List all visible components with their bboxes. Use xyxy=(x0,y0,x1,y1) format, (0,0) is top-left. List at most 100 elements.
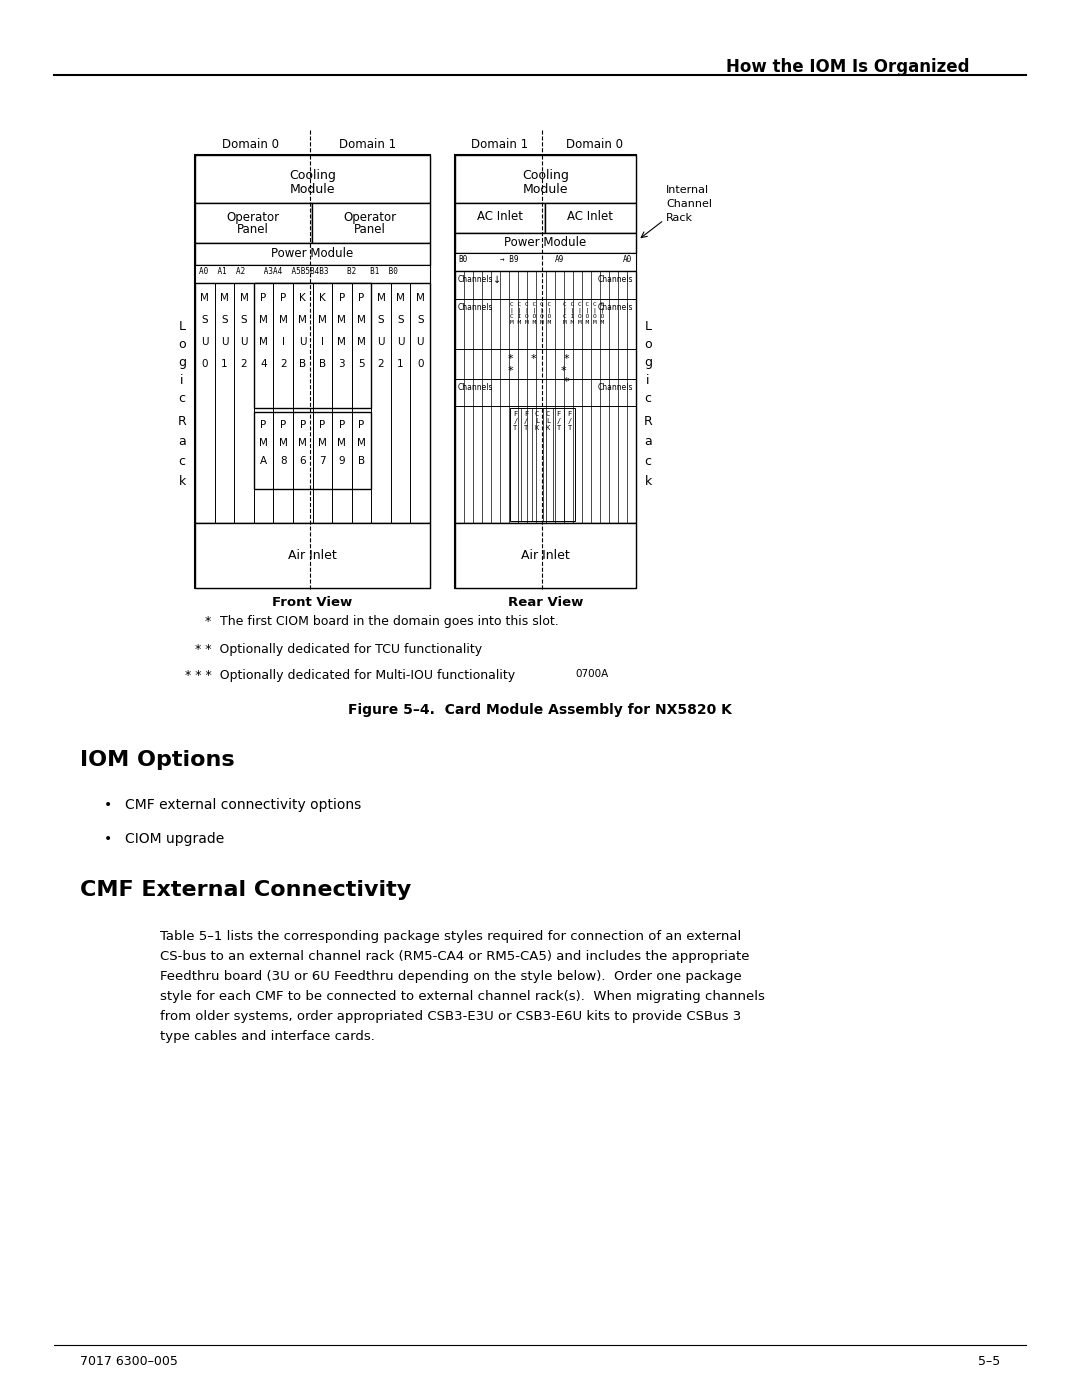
Text: Air Inlet: Air Inlet xyxy=(522,549,570,562)
Text: •: • xyxy=(104,833,112,847)
Text: C
L
K: C L K xyxy=(535,411,539,432)
Text: P: P xyxy=(359,420,365,430)
Text: M: M xyxy=(259,314,268,326)
Text: K: K xyxy=(319,293,326,303)
Text: Channels: Channels xyxy=(597,383,633,393)
Text: Domain 1: Domain 1 xyxy=(472,138,528,151)
Text: S: S xyxy=(202,314,208,326)
Text: *: * xyxy=(205,615,212,629)
Text: i: i xyxy=(646,374,650,387)
Text: K: K xyxy=(299,293,306,303)
Text: Feedthru board (3U or 6U Feedthru depending on the style below).  Order one pack: Feedthru board (3U or 6U Feedthru depend… xyxy=(160,970,742,983)
Text: Channels: Channels xyxy=(597,303,633,312)
Text: 7017 6300–005: 7017 6300–005 xyxy=(80,1355,178,1368)
Bar xyxy=(455,203,545,233)
Bar xyxy=(312,203,430,243)
Text: U: U xyxy=(417,337,424,346)
Text: Power Module: Power Module xyxy=(504,236,586,249)
Text: c: c xyxy=(645,455,651,468)
Text: F
/
T: F / T xyxy=(524,411,528,432)
Text: M: M xyxy=(298,437,307,448)
Text: C C C C C C
| | | | | |
C I O O O O
M M M M M M: C C C C C C | | | | | | C I O O O O M M … xyxy=(510,302,551,326)
Text: Module: Module xyxy=(289,183,335,196)
Text: CS-bus to an external channel rack (RM5-CA4 or RM5-CA5) and includes the appropr: CS-bus to an external channel rack (RM5-… xyxy=(160,950,750,963)
Text: * * *  Optionally dedicated for Multi-IOU functionality: * * * Optionally dedicated for Multi-IOU… xyxy=(185,669,515,682)
Text: 1: 1 xyxy=(221,359,228,369)
Text: S: S xyxy=(221,314,228,326)
Text: P: P xyxy=(299,420,306,430)
Bar xyxy=(195,243,430,265)
Text: I: I xyxy=(282,337,285,346)
Text: M: M xyxy=(240,293,248,303)
Text: M: M xyxy=(337,437,347,448)
Text: S: S xyxy=(417,314,423,326)
Text: 7: 7 xyxy=(319,455,325,465)
Bar xyxy=(195,265,430,284)
Text: U: U xyxy=(201,337,208,346)
Text: S: S xyxy=(241,314,247,326)
Text: c: c xyxy=(178,455,186,468)
Text: M: M xyxy=(298,314,307,326)
Text: The first CIOM board in the domain goes into this slot.: The first CIOM board in the domain goes … xyxy=(220,615,558,629)
Text: Rear View: Rear View xyxy=(508,597,583,609)
Text: 2: 2 xyxy=(280,359,286,369)
Text: 2: 2 xyxy=(241,359,247,369)
Text: F
/
T: F / T xyxy=(513,411,517,432)
Text: Cooling: Cooling xyxy=(289,169,336,182)
Text: How the IOM Is Organized: How the IOM Is Organized xyxy=(727,59,970,75)
Text: i: i xyxy=(180,374,184,387)
Text: k: k xyxy=(178,475,186,488)
Text: R: R xyxy=(644,415,652,427)
Text: ↓: ↓ xyxy=(492,275,501,285)
Text: 5: 5 xyxy=(359,359,365,369)
Text: S: S xyxy=(397,314,404,326)
Text: Domain 0: Domain 0 xyxy=(566,138,622,151)
Text: M: M xyxy=(416,293,424,303)
Text: 4: 4 xyxy=(260,359,267,369)
Text: a: a xyxy=(644,434,652,448)
Text: U: U xyxy=(220,337,228,346)
Text: M: M xyxy=(201,293,210,303)
Text: → B9: → B9 xyxy=(500,256,518,264)
Bar xyxy=(455,253,636,271)
Text: Panel: Panel xyxy=(238,224,269,236)
Text: M: M xyxy=(396,293,405,303)
Text: * *  Optionally dedicated for TCU functionality: * * Optionally dedicated for TCU functio… xyxy=(195,643,482,657)
Text: M: M xyxy=(357,437,366,448)
Bar xyxy=(455,233,636,253)
Text: IOM Options: IOM Options xyxy=(80,750,234,770)
Text: style for each CMF to be connected to external channel rack(s).  When migrating : style for each CMF to be connected to ex… xyxy=(160,990,765,1003)
Text: P: P xyxy=(339,420,345,430)
Text: Operator: Operator xyxy=(227,211,280,224)
Bar xyxy=(195,155,430,588)
Text: 9: 9 xyxy=(338,455,346,465)
Text: M: M xyxy=(259,337,268,346)
Text: c: c xyxy=(645,393,651,405)
Text: B: B xyxy=(319,359,326,369)
Text: 0700A: 0700A xyxy=(575,669,608,679)
Text: Front View: Front View xyxy=(272,597,353,609)
Bar xyxy=(545,203,636,233)
Text: Channels: Channels xyxy=(458,383,494,393)
Text: P: P xyxy=(260,293,267,303)
Text: o: o xyxy=(178,338,186,351)
Text: M: M xyxy=(377,293,386,303)
Text: P: P xyxy=(280,293,286,303)
Text: P: P xyxy=(339,293,345,303)
Bar xyxy=(195,522,430,588)
Text: Figure 5–4.  Card Module Assembly for NX5820 K: Figure 5–4. Card Module Assembly for NX5… xyxy=(348,703,732,717)
Text: g: g xyxy=(644,356,652,369)
Text: A0: A0 xyxy=(623,256,632,264)
Text: g: g xyxy=(178,356,186,369)
Text: Air Inlet: Air Inlet xyxy=(288,549,337,562)
Text: Power Module: Power Module xyxy=(271,247,353,260)
Text: L: L xyxy=(178,320,186,332)
Text: A9: A9 xyxy=(555,256,564,264)
Text: M: M xyxy=(318,437,327,448)
Text: *: * xyxy=(530,353,536,365)
Bar xyxy=(510,408,575,521)
Bar xyxy=(455,155,636,588)
Text: Channel: Channel xyxy=(666,198,712,210)
Bar xyxy=(195,155,430,203)
Text: B: B xyxy=(357,455,365,465)
